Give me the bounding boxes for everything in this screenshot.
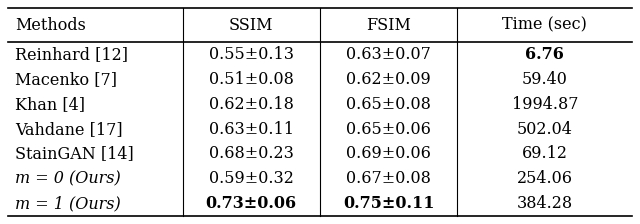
Text: m = 1 (Ours): m = 1 (Ours) [15, 195, 121, 212]
Text: 59.40: 59.40 [522, 71, 568, 88]
Text: Macenko [7]: Macenko [7] [15, 71, 117, 88]
Text: 0.62±0.18: 0.62±0.18 [209, 96, 294, 113]
Text: Methods: Methods [15, 17, 86, 34]
Text: FSIM: FSIM [366, 17, 411, 34]
Text: 0.63±0.07: 0.63±0.07 [346, 46, 431, 63]
Text: 0.59±0.32: 0.59±0.32 [209, 170, 294, 187]
Text: 69.12: 69.12 [522, 145, 568, 162]
Text: 0.65±0.06: 0.65±0.06 [346, 121, 431, 138]
Text: StainGAN [14]: StainGAN [14] [15, 145, 134, 162]
Text: 0.68±0.23: 0.68±0.23 [209, 145, 294, 162]
Text: 0.65±0.08: 0.65±0.08 [346, 96, 431, 113]
Text: 254.06: 254.06 [517, 170, 573, 187]
Text: 0.67±0.08: 0.67±0.08 [346, 170, 431, 187]
Text: Time (sec): Time (sec) [502, 17, 588, 34]
Text: 6.76: 6.76 [525, 46, 564, 63]
Text: m = 0 (Ours): m = 0 (Ours) [15, 170, 121, 187]
Text: Khan [4]: Khan [4] [15, 96, 85, 113]
Text: 0.73±0.06: 0.73±0.06 [205, 195, 297, 212]
Text: 0.55±0.13: 0.55±0.13 [209, 46, 294, 63]
Text: 0.63±0.11: 0.63±0.11 [209, 121, 294, 138]
Text: 384.28: 384.28 [516, 195, 573, 212]
Text: SSIM: SSIM [229, 17, 273, 34]
Text: 0.51±0.08: 0.51±0.08 [209, 71, 294, 88]
Text: 0.69±0.06: 0.69±0.06 [346, 145, 431, 162]
Text: Vahdane [17]: Vahdane [17] [15, 121, 123, 138]
Text: 1994.87: 1994.87 [511, 96, 578, 113]
Text: 502.04: 502.04 [517, 121, 573, 138]
Text: 0.75±0.11: 0.75±0.11 [343, 195, 435, 212]
Text: 0.62±0.09: 0.62±0.09 [346, 71, 431, 88]
Text: Reinhard [12]: Reinhard [12] [15, 46, 129, 63]
